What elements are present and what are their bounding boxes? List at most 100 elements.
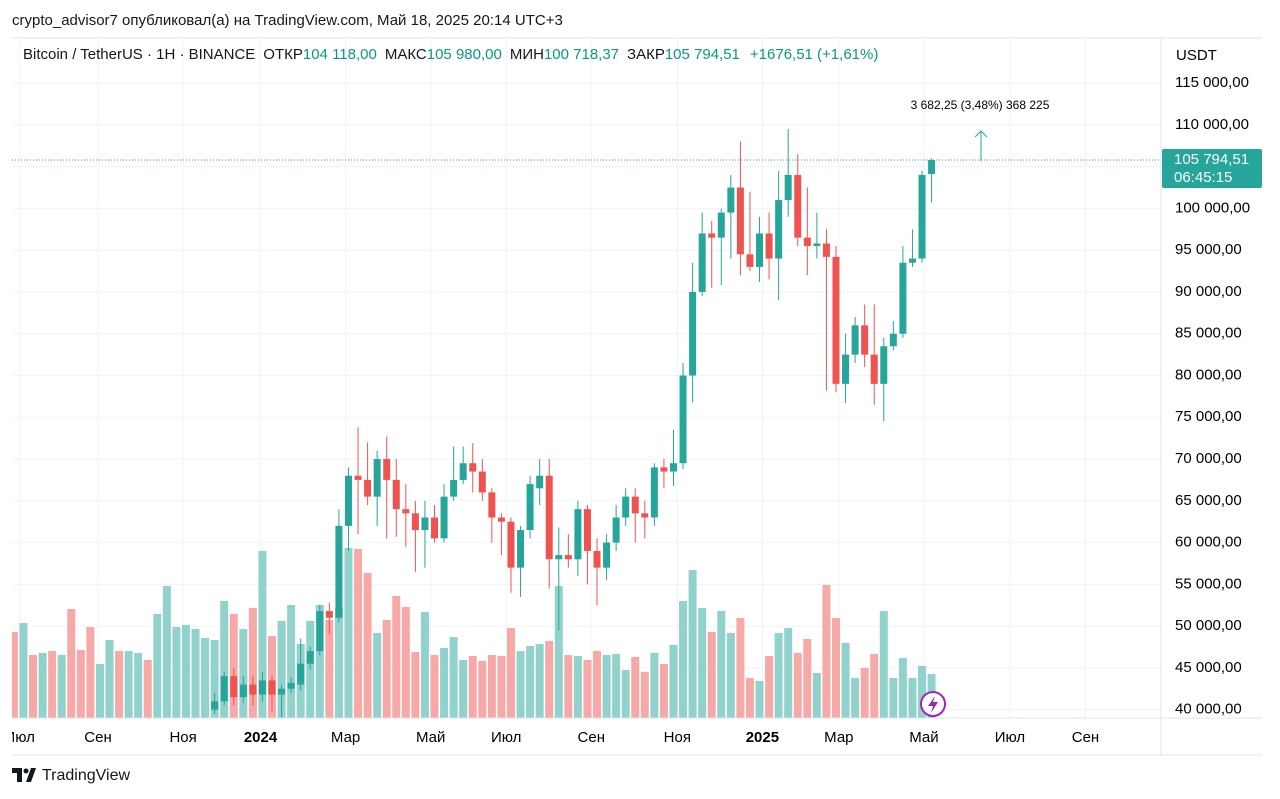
candle-body [775, 200, 783, 259]
candle-body [765, 233, 773, 259]
volume-bar [210, 640, 219, 718]
candle-body [354, 475, 362, 480]
candle-body [908, 258, 916, 263]
volume-bar [793, 653, 802, 718]
volume-bar [459, 660, 468, 718]
volume-bar [315, 605, 324, 718]
candle-body [564, 555, 572, 560]
candle-body [364, 479, 372, 497]
flash-glyph [928, 696, 938, 713]
candle-body [603, 542, 611, 568]
volume-bar [134, 653, 143, 718]
volume-bar [229, 614, 238, 718]
candle-body [316, 611, 324, 652]
volume-bar [277, 621, 286, 718]
candle-body [268, 680, 276, 695]
y-tick-label: 50 000,00 [1175, 617, 1242, 634]
volume-bar [851, 678, 860, 718]
volume-bar [201, 638, 210, 718]
y-tick-label: 100 000,00 [1175, 199, 1250, 216]
volume-bar [181, 625, 190, 718]
price-label: 105 794,51 [1174, 151, 1249, 168]
volume-bar [860, 668, 869, 718]
x-tick-label: Мар [824, 729, 853, 746]
volume-bar [334, 608, 343, 718]
x-tick-label: Ноя [664, 729, 691, 746]
volume-bar [535, 644, 544, 718]
volume-bar [545, 641, 554, 718]
candle-body [784, 175, 792, 201]
candle-body [421, 517, 429, 531]
volume-bar [191, 629, 200, 718]
candle-body [507, 521, 515, 568]
candle-body [832, 256, 840, 384]
legend-value: 100 718,37 [543, 46, 620, 63]
y-tick-label: 60 000,00 [1175, 534, 1242, 551]
y-tick-label: 40 000,00 [1175, 701, 1242, 718]
candle-body [555, 555, 563, 560]
candle-body [392, 479, 400, 510]
candle-body [813, 243, 821, 247]
candle-body [411, 513, 419, 531]
volume-bar [698, 608, 707, 718]
candle-body [631, 496, 639, 514]
candle-body [899, 262, 907, 334]
volume-bar [889, 678, 898, 718]
candle-body [306, 651, 314, 664]
y-axis: 40 000,00 45 000,00 50 000,00 55 000,00 60 0… [1162, 74, 1262, 718]
candle-body [698, 233, 706, 292]
candle-body [660, 467, 668, 472]
brand-name: TradingView [42, 767, 131, 784]
candle-body [431, 517, 439, 539]
volume-bar [411, 652, 420, 718]
candle-body [325, 611, 333, 618]
volume-bar [258, 551, 267, 718]
volume-bar [879, 611, 888, 718]
x-tick-label: Июл [4, 729, 34, 746]
volume-bar [831, 618, 840, 718]
candle-body [794, 175, 802, 238]
volume-bar [363, 573, 372, 718]
volume-bar [784, 628, 793, 718]
volume-bar [478, 661, 487, 718]
volume-bar [487, 655, 496, 718]
volume-bar [468, 656, 477, 718]
legend-change: +1676,51 (+1,61%) [749, 46, 879, 63]
currency[interactable]: USDT [1176, 47, 1217, 64]
candle-body [593, 550, 601, 568]
volume-bar [822, 585, 831, 718]
volume-bar [373, 633, 382, 718]
candle-body [459, 463, 467, 480]
price-label-box [1162, 149, 1262, 189]
volume-bar [392, 596, 401, 718]
volume-bar [812, 673, 821, 718]
volume-bar [105, 640, 114, 718]
candle-body [612, 517, 620, 543]
y-tick-label: 45 000,00 [1175, 659, 1242, 676]
symbol: Bitcoin / TetherUS · 1H · BINANCE [23, 46, 256, 63]
candle-body [344, 475, 352, 526]
volume-bar [640, 672, 649, 718]
candle-body [918, 175, 926, 259]
y-tick-label: 115 000,00 [1175, 74, 1249, 91]
legend-label: ОТКР [263, 46, 303, 63]
volume-bar [239, 629, 248, 718]
annotation: 3 682,25 (3,48%) 368 225 [911, 98, 1050, 112]
volume-bar [516, 651, 525, 718]
volume-bar [554, 586, 563, 718]
candle-body [545, 475, 553, 560]
candle-body [440, 496, 448, 539]
y-tick-label: 95 000,00 [1175, 241, 1242, 258]
legend-label: ЗАКР [627, 46, 665, 63]
x-tick-label: Мар [331, 729, 360, 746]
brand-logo [12, 768, 36, 782]
legend-value: 105 980,00 [426, 46, 502, 63]
volume-bar [287, 605, 296, 718]
candle-body [583, 509, 591, 551]
volume-bar [564, 655, 573, 718]
candle-body [383, 459, 391, 480]
volume-bar [593, 651, 602, 718]
candle-body [822, 243, 830, 257]
currency-box[interactable] [1163, 40, 1261, 72]
candle-body [497, 517, 505, 522]
